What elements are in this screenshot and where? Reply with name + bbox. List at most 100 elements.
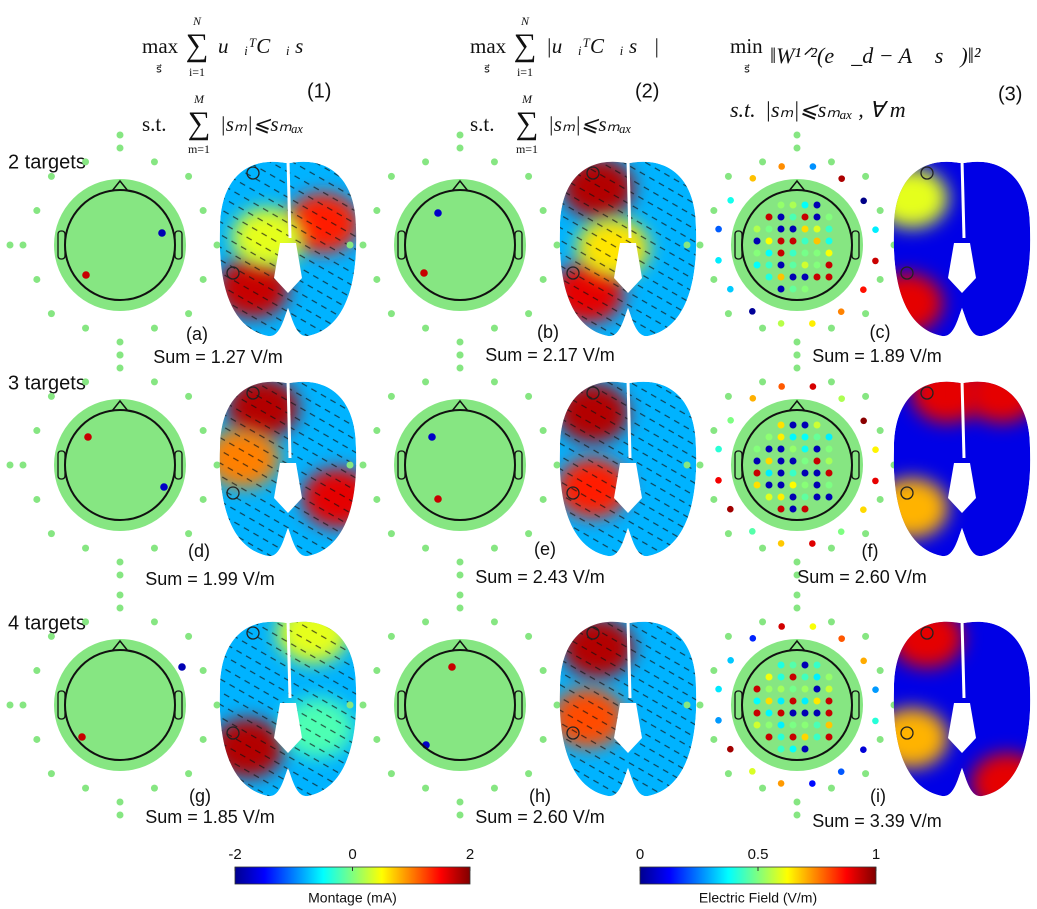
electrode xyxy=(759,378,766,385)
panel-sum: Sum = 2.60 V/m xyxy=(475,807,605,827)
active-electrode xyxy=(727,417,734,424)
brain-map xyxy=(552,618,696,796)
active-electrode xyxy=(826,274,833,281)
active-electrode xyxy=(778,383,785,390)
active-electrode xyxy=(860,506,867,513)
fissure xyxy=(288,160,290,238)
active-electrode xyxy=(158,229,166,237)
active-electrode xyxy=(814,482,821,489)
electrode xyxy=(33,207,40,214)
electrode xyxy=(117,799,124,806)
active-electrode xyxy=(766,710,773,717)
panel-sum: Sum = 2.60 V/m xyxy=(797,567,927,587)
active-electrode xyxy=(790,434,797,441)
figure: maxs⃗∑Ni=1u⃗ᵢᵀC⃗ᵢ s⃗(1)s.t.∑Mm=1|sₘ|⩽sₘₐ… xyxy=(0,0,1037,909)
electrode xyxy=(877,427,884,434)
formula-upper: N xyxy=(192,14,202,28)
formula-lower: i=1 xyxy=(189,65,205,79)
active-electrode xyxy=(778,202,785,209)
active-electrode xyxy=(766,226,773,233)
active-electrode xyxy=(754,458,761,465)
active-electrode xyxy=(790,238,797,245)
electrode xyxy=(794,559,801,566)
formula-cupper: M xyxy=(521,92,533,106)
electrode xyxy=(491,618,498,625)
formula-objective: min xyxy=(730,34,763,58)
brain-map xyxy=(876,363,1037,556)
active-electrode xyxy=(778,674,785,681)
active-electrode xyxy=(802,662,809,669)
electrode xyxy=(554,242,561,249)
electrode xyxy=(759,325,766,332)
electrode xyxy=(117,352,124,359)
active-electrode xyxy=(790,686,797,693)
active-electrode xyxy=(766,686,773,693)
electrode xyxy=(373,736,380,743)
formula-cupper: M xyxy=(193,92,205,106)
active-electrode xyxy=(810,163,817,170)
active-electrode xyxy=(802,214,809,221)
active-electrode xyxy=(790,250,797,257)
active-electrode xyxy=(814,214,821,221)
row-label: 4 targets xyxy=(8,612,86,634)
panel-sum: Sum = 1.99 V/m xyxy=(145,569,275,589)
panel-label: (a) xyxy=(186,324,208,344)
brain-field xyxy=(552,158,696,336)
electrode xyxy=(491,545,498,552)
active-electrode xyxy=(778,746,785,753)
active-electrode xyxy=(802,446,809,453)
electrode xyxy=(422,325,429,332)
electrode xyxy=(360,702,367,709)
head-area xyxy=(54,179,186,311)
active-electrode xyxy=(860,746,867,753)
formula-constraint: |sₘ|⩽sₘₐₓ xyxy=(220,112,304,136)
field-hotspot xyxy=(876,168,948,228)
electrode xyxy=(540,667,547,674)
electrode xyxy=(20,462,27,469)
electrode xyxy=(457,132,464,139)
active-electrode xyxy=(790,662,797,669)
panel-label: (h) xyxy=(529,786,551,806)
formula-expr: ‖W¹ᐟ²(e⃗_d − A⃗ s⃗)‖² xyxy=(770,43,981,68)
panel-sum: Sum = 1.85 V/m xyxy=(145,807,275,827)
active-electrode xyxy=(814,686,821,693)
formula-sum: ∑ xyxy=(186,26,209,62)
active-electrode xyxy=(727,746,734,753)
electrode xyxy=(151,618,158,625)
active-electrode xyxy=(754,250,761,257)
active-electrode xyxy=(826,710,833,717)
active-electrode xyxy=(778,434,785,441)
electrode xyxy=(388,633,395,640)
electrode xyxy=(20,702,27,709)
active-electrode xyxy=(754,262,761,269)
electrode xyxy=(151,785,158,792)
electrode xyxy=(422,158,429,165)
active-electrode xyxy=(778,780,785,787)
electrode xyxy=(759,618,766,625)
electrode xyxy=(185,530,192,537)
active-electrode xyxy=(814,238,821,245)
electrode xyxy=(33,496,40,503)
electrode xyxy=(151,325,158,332)
electrode xyxy=(540,736,547,743)
head-area xyxy=(394,399,526,531)
electrode xyxy=(200,667,207,674)
active-electrode xyxy=(814,458,821,465)
electrode xyxy=(347,462,354,469)
active-electrode xyxy=(802,506,809,513)
electrode xyxy=(82,545,89,552)
electrode xyxy=(33,667,40,674)
active-electrode xyxy=(814,274,821,281)
active-electrode xyxy=(814,698,821,705)
panel-sum: Sum = 1.27 V/m xyxy=(153,347,283,367)
panel-label: (i) xyxy=(870,786,886,806)
active-electrode xyxy=(802,422,809,429)
active-electrode xyxy=(802,482,809,489)
active-electrode xyxy=(814,722,821,729)
electrode xyxy=(117,559,124,566)
active-electrode xyxy=(749,175,756,182)
electrode xyxy=(828,378,835,385)
electrode xyxy=(725,393,732,400)
active-electrode xyxy=(826,734,833,741)
active-electrode xyxy=(826,494,833,501)
